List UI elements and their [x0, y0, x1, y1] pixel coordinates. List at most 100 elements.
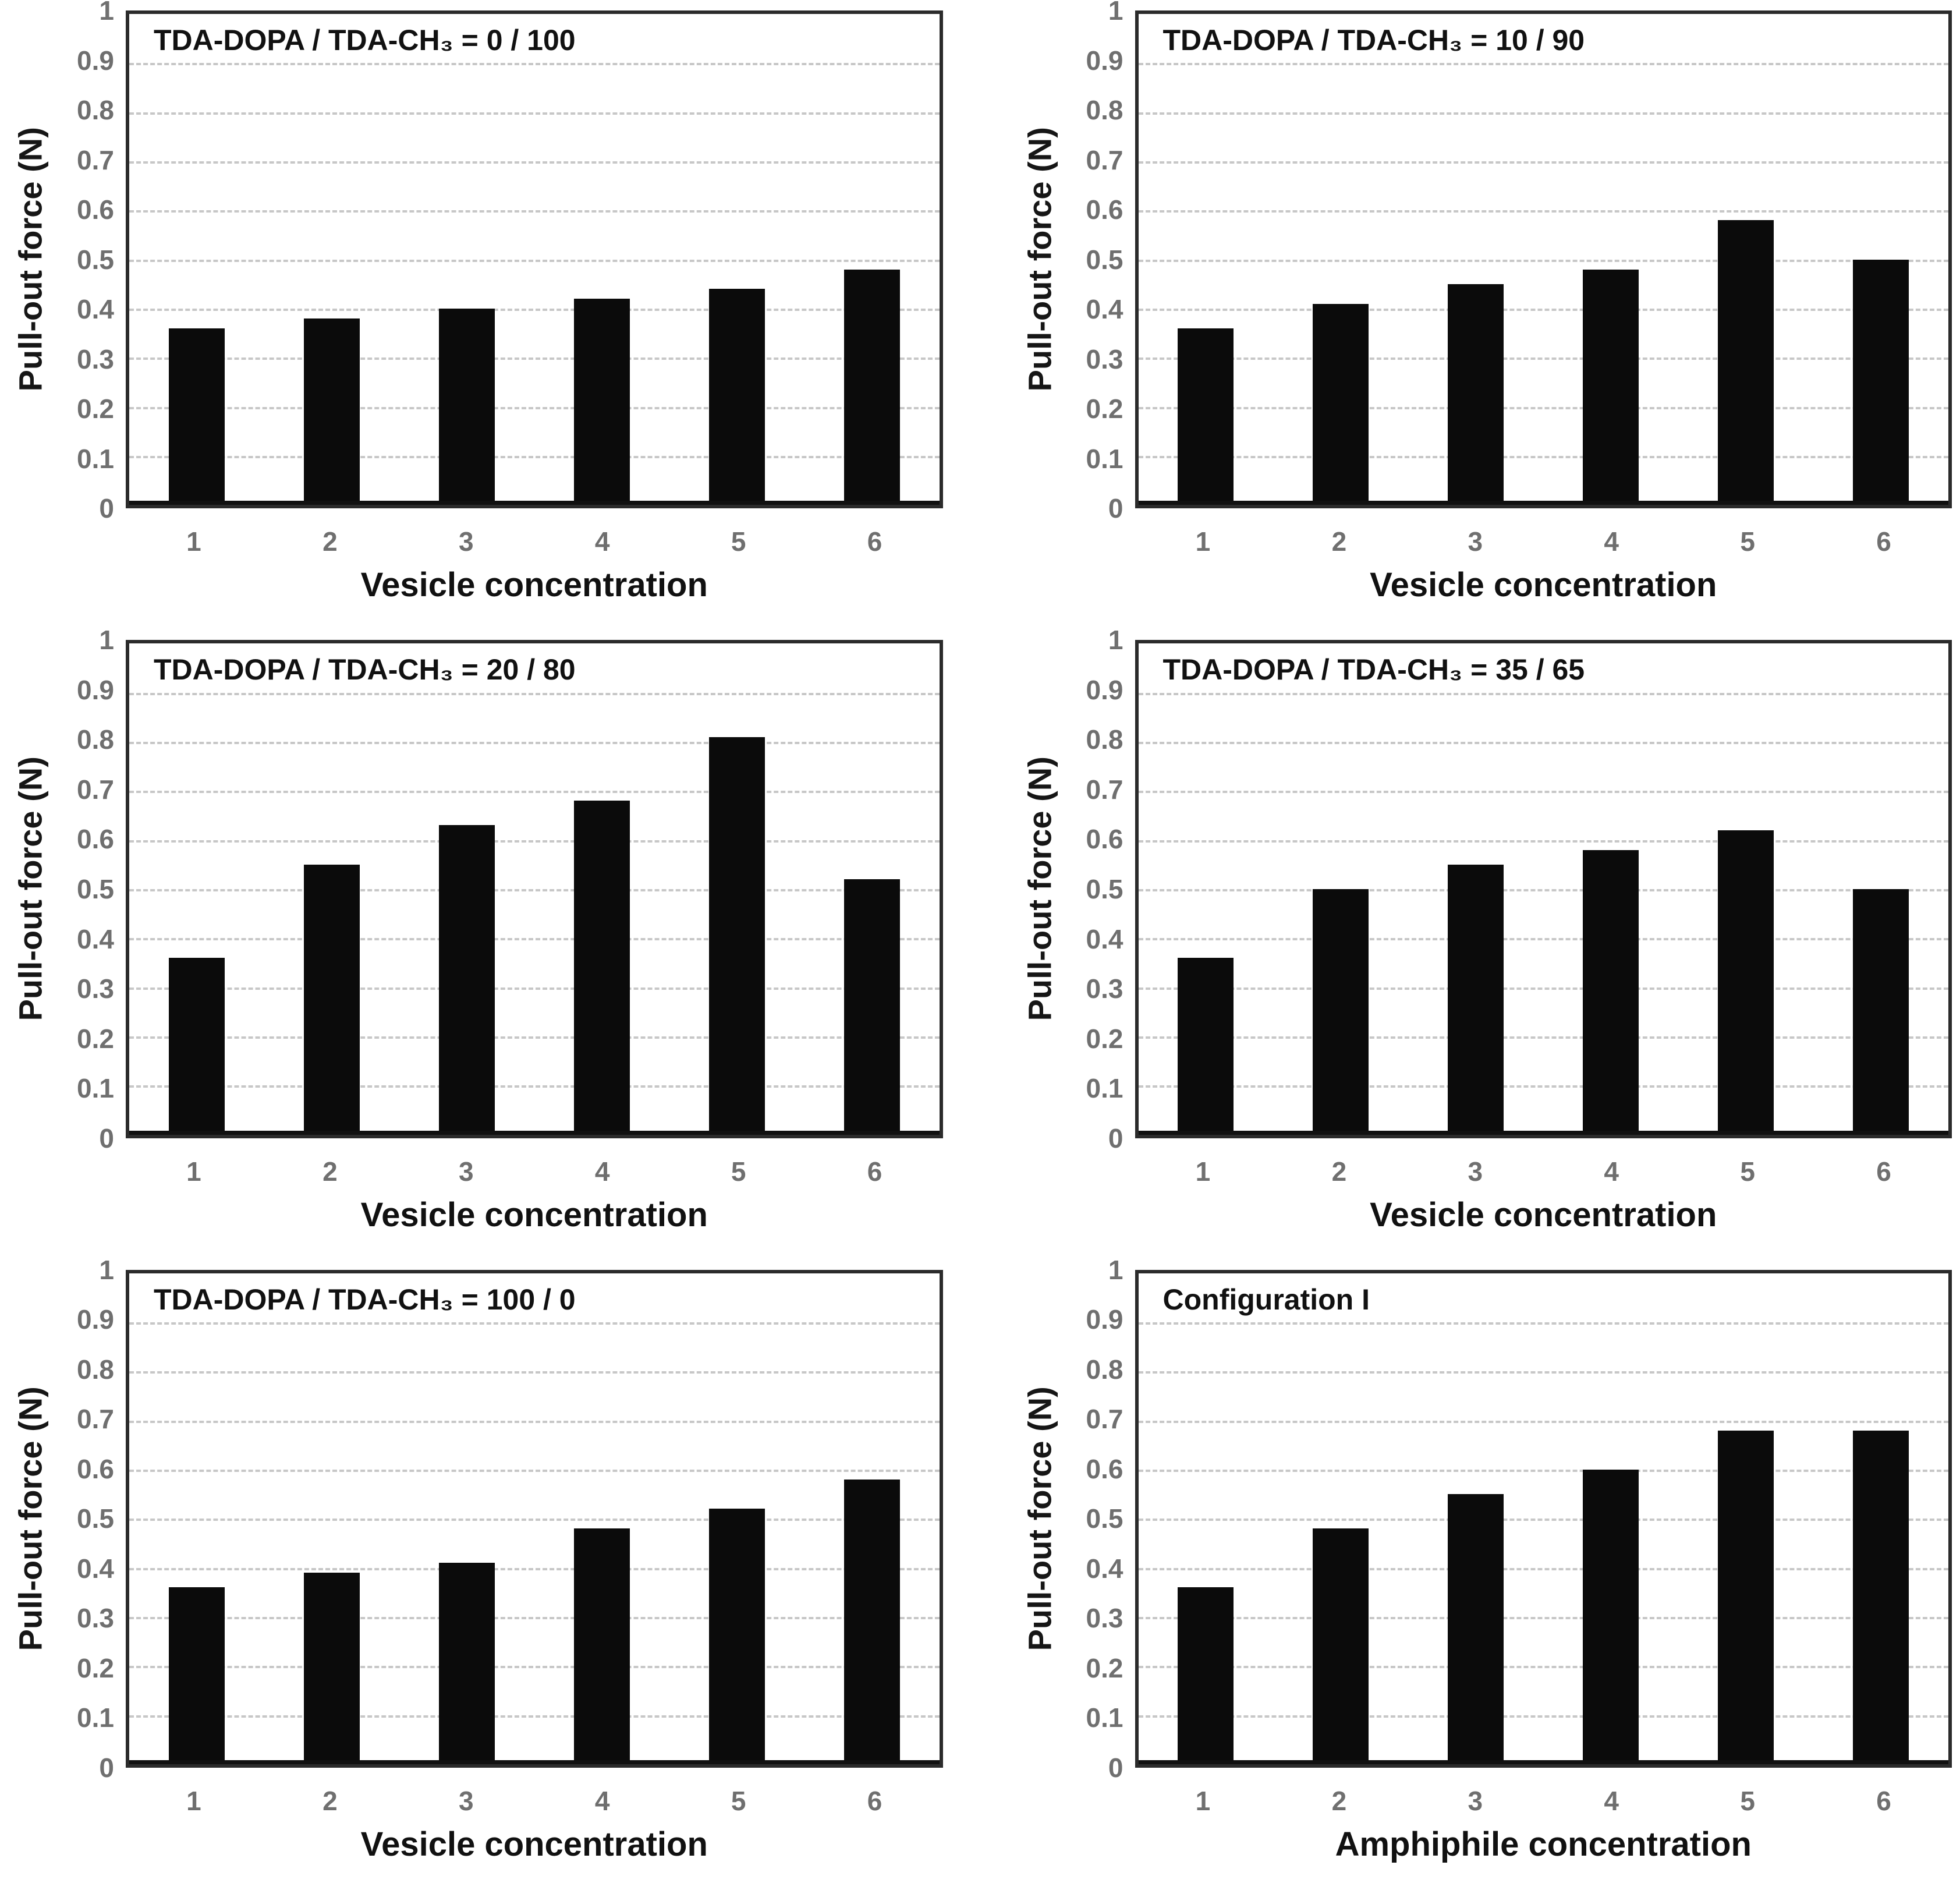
y-tick-label: 1 — [99, 0, 114, 26]
x-axis-line — [1138, 1760, 1948, 1764]
y-tick-label: 1 — [99, 1254, 114, 1285]
x-tick-label: 6 — [867, 526, 882, 557]
y-tick-label: 0.9 — [1086, 45, 1123, 76]
y-axis-ticks: 1 0.9 0.8 0.7 0.6 0.5 0.4 0.3 0.2 0.1 0 — [1066, 1257, 1135, 1781]
x-tick-label: 3 — [1468, 526, 1483, 557]
bar-category-5 — [1718, 1430, 1774, 1764]
gridline — [1138, 987, 1948, 990]
gridline — [1138, 692, 1948, 695]
gridline — [1138, 1036, 1948, 1039]
gridline — [1138, 358, 1948, 360]
gridline — [1138, 1567, 1948, 1570]
gridline — [1138, 161, 1948, 164]
y-axis-ticks: 1 0.9 0.8 0.7 0.6 0.5 0.4 0.3 0.2 0.1 0 — [57, 627, 126, 1151]
y-tick-label: 0.6 — [1086, 194, 1123, 225]
x-tick-label: 4 — [594, 526, 610, 557]
y-tick-label: 0.3 — [77, 344, 114, 374]
chart-panel-6: Pull-out force (N) 1 0.9 0.8 0.7 0.6 0.5 0.4 0.… — [1013, 1257, 1952, 1884]
bar-category-2 — [303, 1573, 360, 1764]
bar-category-3 — [1448, 1494, 1504, 1764]
gridline — [129, 406, 940, 409]
y-tick-label: 0 — [99, 1753, 114, 1783]
y-axis-ticks: 1 0.9 0.8 0.7 0.6 0.5 0.4 0.3 0.2 0.1 0 — [1066, 0, 1135, 522]
bar-category-3 — [1448, 284, 1504, 505]
x-axis-line — [129, 1760, 940, 1764]
y-tick-label: 0.9 — [77, 674, 114, 705]
y-tick-label: 1 — [1108, 0, 1123, 26]
x-axis-ticks: 1 2 3 4 5 6 — [126, 508, 943, 564]
x-tick-label: 2 — [1331, 1786, 1347, 1816]
y-axis-title: Pull-out force (N) — [1021, 756, 1058, 1022]
gridline — [129, 161, 940, 164]
y-tick-label: 0.4 — [77, 923, 114, 954]
x-tick-label: 6 — [867, 1786, 882, 1816]
x-tick-label: 1 — [1195, 526, 1211, 557]
gridline — [129, 112, 940, 115]
y-tick-label: 0.9 — [1086, 674, 1123, 705]
x-tick-label: 6 — [1876, 526, 1891, 557]
x-axis-title: Vesicle concentration — [1370, 1195, 1717, 1234]
gridline — [1138, 791, 1948, 794]
y-axis-ticks: 1 0.9 0.8 0.7 0.6 0.5 0.4 0.3 0.2 0.1 0 — [57, 1257, 126, 1781]
chart-panel-1: Pull-out force (N) 1 0.9 0.8 0.7 0.6 0.5 0.4 0.… — [3, 0, 943, 625]
y-tick-label: 0 — [1108, 1753, 1123, 1783]
gridline — [129, 259, 940, 262]
bar-category-4 — [1583, 269, 1639, 505]
gridline — [129, 692, 940, 695]
bar-category-5 — [708, 1509, 765, 1764]
gridline — [1138, 1085, 1948, 1088]
y-tick-label: 0.1 — [1086, 1073, 1123, 1104]
gridline — [129, 938, 940, 941]
x-axis-title: Vesicle concentration — [360, 1825, 708, 1863]
x-tick-label: 1 — [1195, 1786, 1211, 1816]
x-tick-label: 5 — [1740, 1786, 1755, 1816]
gridline — [129, 1666, 940, 1669]
bar-category-2 — [1313, 889, 1369, 1135]
gridline — [1138, 741, 1948, 744]
y-tick-label: 0.9 — [1086, 1304, 1123, 1335]
y-tick-label: 0.2 — [77, 1023, 114, 1054]
x-axis-line — [129, 1130, 940, 1135]
bar-category-4 — [1583, 1470, 1639, 1764]
y-tick-label: 0.3 — [1086, 974, 1123, 1004]
x-axis-line — [129, 501, 940, 505]
y-tick-label: 0.6 — [77, 194, 114, 225]
y-tick-label: 0.5 — [77, 244, 114, 275]
x-tick-label: 3 — [1468, 1786, 1483, 1816]
x-tick-label: 6 — [1876, 1786, 1891, 1816]
bar-category-1 — [168, 328, 225, 505]
bar-category-2 — [1313, 303, 1369, 505]
panel-title: TDA-DOPA / TDA-CH₃ = 10 / 90 — [1162, 24, 1585, 56]
gridline — [129, 1036, 940, 1039]
x-axis-line — [1138, 1130, 1948, 1135]
bar-category-5 — [1718, 220, 1774, 505]
gridline — [1138, 1469, 1948, 1472]
y-tick-label: 0.5 — [1086, 244, 1123, 275]
bar-category-5 — [1718, 830, 1774, 1135]
y-tick-label: 0.2 — [77, 1652, 114, 1683]
y-tick-label: 0.5 — [1086, 873, 1123, 904]
x-tick-label: 2 — [322, 526, 338, 557]
bar-category-3 — [1448, 864, 1504, 1135]
y-tick-label: 0 — [1108, 493, 1123, 524]
y-tick-label: 0.3 — [77, 1603, 114, 1634]
x-tick-label: 3 — [1468, 1156, 1483, 1187]
x-tick-label: 3 — [459, 1156, 474, 1187]
gridline — [129, 1371, 940, 1374]
x-tick-label: 4 — [594, 1156, 610, 1187]
y-axis-title: Pull-out force (N) — [12, 756, 49, 1022]
panel-title: TDA-DOPA / TDA-CH₃ = 35 / 65 — [1162, 653, 1585, 686]
x-tick-label: 5 — [1740, 1156, 1755, 1187]
x-tick-label: 3 — [459, 1786, 474, 1816]
gridline — [1138, 1666, 1948, 1669]
y-tick-label: 0.1 — [1086, 443, 1123, 474]
x-tick-label: 5 — [731, 1786, 746, 1816]
x-tick-label: 5 — [731, 1156, 746, 1187]
bar-category-5 — [708, 737, 765, 1135]
gridline — [129, 63, 940, 66]
y-tick-label: 0.9 — [77, 45, 114, 76]
y-tick-label: 0.6 — [1086, 824, 1123, 855]
gridline — [1138, 1715, 1948, 1718]
gridline — [129, 791, 940, 794]
y-tick-label: 0.8 — [77, 95, 114, 126]
